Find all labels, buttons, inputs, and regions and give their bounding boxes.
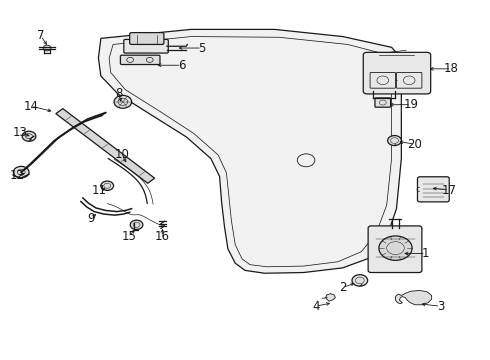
Text: 7: 7 (37, 29, 45, 42)
Text: 18: 18 (444, 62, 459, 75)
Polygon shape (98, 30, 401, 273)
Circle shape (101, 181, 114, 190)
FancyBboxPatch shape (417, 177, 449, 202)
Circle shape (22, 131, 36, 141)
Text: 17: 17 (442, 184, 457, 197)
Polygon shape (326, 294, 335, 301)
Text: 11: 11 (92, 184, 107, 197)
Text: 12: 12 (9, 169, 24, 182)
Circle shape (130, 220, 143, 229)
Circle shape (43, 45, 51, 51)
Text: 6: 6 (178, 59, 185, 72)
Text: 9: 9 (87, 212, 95, 225)
FancyBboxPatch shape (130, 33, 164, 44)
Text: 1: 1 (422, 247, 430, 260)
Text: 14: 14 (24, 100, 39, 113)
Text: 19: 19 (404, 98, 418, 111)
Circle shape (379, 236, 412, 260)
Text: 5: 5 (198, 41, 206, 54)
Circle shape (114, 95, 132, 108)
Circle shape (388, 135, 401, 145)
Polygon shape (395, 291, 432, 305)
Text: 4: 4 (312, 300, 319, 313)
Text: 10: 10 (115, 148, 129, 161)
FancyBboxPatch shape (124, 40, 168, 53)
Circle shape (352, 275, 368, 286)
Text: 16: 16 (154, 230, 170, 243)
Text: 3: 3 (437, 300, 444, 313)
Text: 15: 15 (122, 230, 137, 243)
Polygon shape (56, 109, 155, 183)
Text: 2: 2 (339, 281, 346, 294)
FancyBboxPatch shape (368, 226, 422, 273)
FancyBboxPatch shape (121, 55, 160, 64)
Text: 20: 20 (408, 138, 422, 150)
FancyBboxPatch shape (363, 52, 431, 94)
Text: 13: 13 (13, 126, 27, 139)
Circle shape (13, 166, 29, 178)
FancyBboxPatch shape (375, 98, 391, 107)
Text: 8: 8 (115, 87, 122, 100)
